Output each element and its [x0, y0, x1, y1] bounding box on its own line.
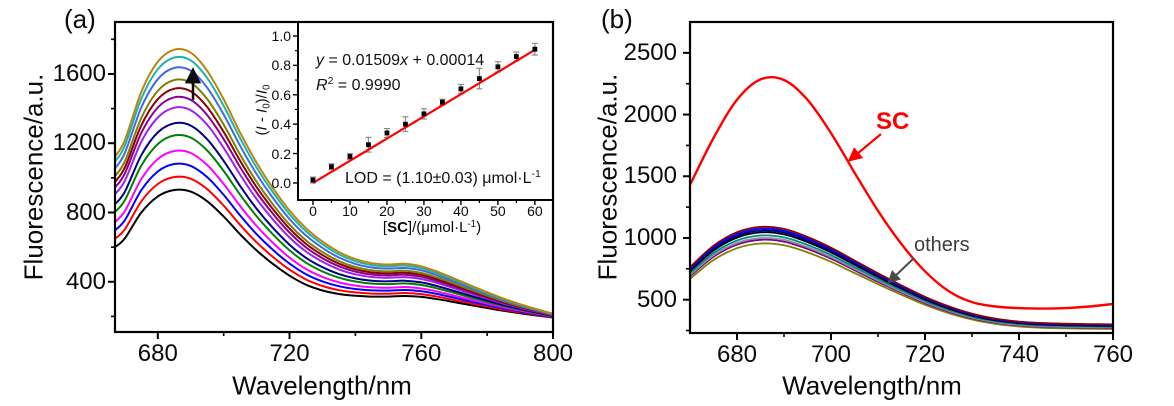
inset-data-point — [477, 76, 482, 81]
spectrum-curve-a-5 — [115, 175, 553, 319]
inset-data-point — [329, 164, 334, 170]
inset-frame — [297, 21, 554, 201]
panel-a-axes — [108, 20, 555, 339]
inset-data-point — [513, 54, 519, 59]
panel-b-axes — [683, 20, 1115, 340]
spectrum-curve-a-40 — [115, 87, 553, 316]
spectrum-curve-b-other-6 — [690, 236, 1113, 329]
spectrum-curve-a-45 — [115, 78, 553, 316]
spectrum-curve-a-25 — [115, 121, 553, 317]
spectrum-curve-a-10 — [115, 162, 553, 318]
inset-data-point — [366, 142, 371, 148]
spectrum-curve-a-15 — [115, 149, 553, 318]
inset-data-point — [310, 177, 316, 183]
spectrum-curve-b-other-7 — [690, 238, 1113, 329]
inset-data-point — [532, 46, 538, 52]
spectrum-curve-b-other-8 — [690, 242, 1113, 330]
spectrum-curve-b-other-5 — [690, 234, 1113, 328]
inset-data-point — [495, 64, 501, 70]
inset-fit-line — [312, 48, 536, 184]
panel-b-curves — [690, 75, 1113, 330]
panel-a-curves — [115, 48, 553, 319]
spectrum-curve-a-50 — [115, 66, 553, 316]
spectrum-curve-a-30 — [115, 106, 553, 317]
spectrum-curve-a-60 — [115, 48, 553, 315]
spectrum-curve-b-other-4 — [690, 231, 1113, 327]
spectrum-curve-a-0 — [115, 188, 553, 319]
inset-data-point — [403, 121, 408, 127]
inset-data-point — [458, 86, 464, 92]
spectrum-curve-b-other-1 — [690, 225, 1113, 326]
spectrum-curve-b-SC — [690, 75, 1113, 310]
inset-data-point — [384, 130, 390, 136]
sc-annotation-arrow — [847, 133, 882, 162]
spectrum-curve-a-20 — [115, 133, 553, 318]
spectrum-curve-a-35 — [115, 95, 553, 317]
inset-data-point — [347, 154, 353, 159]
inset-data-point — [440, 99, 445, 105]
inset-calibration-plot — [293, 21, 554, 205]
inset-data-point — [421, 111, 427, 117]
others-annotation-arrow — [887, 257, 915, 284]
